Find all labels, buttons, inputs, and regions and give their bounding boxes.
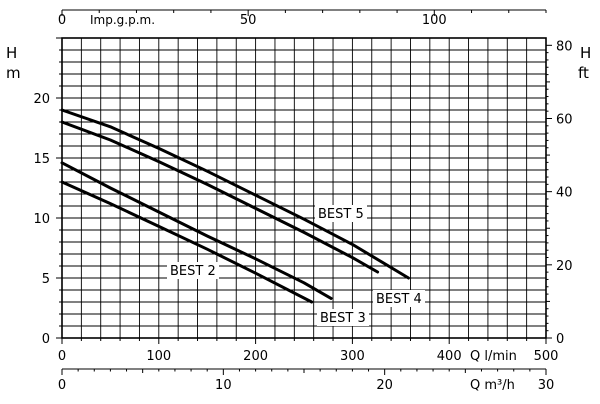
left-axis: 0 5 10 15 20 xyxy=(33,37,62,347)
left-axis-label-h: H xyxy=(6,44,17,62)
right-axis-tick-label: 20 xyxy=(556,259,573,274)
right-axis-tick-label: 0 xyxy=(556,332,564,347)
series-label-background xyxy=(315,205,367,222)
top-axis-tick-label: 50 xyxy=(240,13,257,28)
series-label-background xyxy=(373,290,425,307)
series-line-best-2 xyxy=(60,180,314,304)
x-unit-label: Q l/min xyxy=(470,349,517,364)
top-axis-tick-label: 0 xyxy=(58,13,66,28)
series-line-best-3 xyxy=(60,161,333,300)
right-axis-label-unit: ft xyxy=(578,64,589,82)
bottom-unit-label: Q m³/h xyxy=(470,378,515,393)
top-axis-tick-label: 100 xyxy=(422,13,447,28)
top-unit-label: Imp.g.p.m. xyxy=(90,13,155,27)
x-axis-tick-label: 400 xyxy=(437,349,462,364)
x-axis-tick-label: 100 xyxy=(146,349,171,364)
series-lines: BEST 2 BEST 3 BEST 4 BEST 5 xyxy=(60,108,425,326)
series-label-best-5: BEST 5 xyxy=(318,207,364,222)
series-label-best-3: BEST 3 xyxy=(320,311,366,326)
m3h-axis-tick-label: 0 xyxy=(58,378,66,393)
series-label-best-4: BEST 4 xyxy=(376,292,422,307)
m3h-axis-tick-label: 30 xyxy=(538,378,555,393)
bottom-axis: 0 100 200 300 400 500 xyxy=(58,338,559,364)
right-axis: 0 20 40 60 80 xyxy=(546,39,573,347)
x-axis-tick-label: 200 xyxy=(243,349,268,364)
y-axis-tick-label: 5 xyxy=(42,272,50,287)
grid xyxy=(62,38,546,338)
top-axis: 0 50 100 xyxy=(58,9,547,28)
series-label-background xyxy=(167,262,219,279)
x-axis-tick-label: 0 xyxy=(58,349,66,364)
right-axis-label-h: H xyxy=(580,44,591,62)
series-label-best-2: BEST 2 xyxy=(170,264,216,279)
right-axis-tick-label: 80 xyxy=(556,39,573,54)
m3h-axis-tick-label: 10 xyxy=(215,378,232,393)
series-line-best-5 xyxy=(60,108,410,280)
x-axis-tick-label: 300 xyxy=(340,349,365,364)
left-axis-label-unit: m xyxy=(6,64,21,82)
y-axis-tick-label: 10 xyxy=(33,212,50,227)
m3h-axis: 0 10 20 30 xyxy=(58,368,555,393)
m3h-axis-tick-label: 20 xyxy=(376,378,393,393)
y-axis-tick-label: 15 xyxy=(33,152,50,167)
x-axis-tick-label: 500 xyxy=(534,349,559,364)
series-label-background xyxy=(317,309,369,326)
right-axis-tick-label: 40 xyxy=(556,186,573,201)
series-line-best-4 xyxy=(60,120,380,274)
plot-frame xyxy=(61,37,547,339)
y-axis-tick-label: 20 xyxy=(33,92,50,107)
right-axis-tick-label: 60 xyxy=(556,112,573,127)
y-axis-tick-label: 0 xyxy=(42,332,50,347)
